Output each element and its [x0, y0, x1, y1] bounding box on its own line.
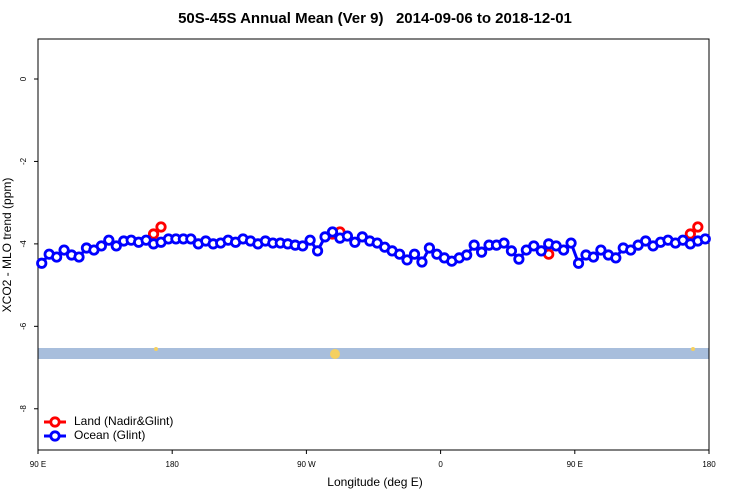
data-point — [640, 235, 652, 247]
y-axis-label: XCO2 - MLO trend (ppm) — [0, 178, 14, 313]
data-point — [304, 234, 316, 246]
data-point — [311, 245, 324, 257]
data-point — [476, 246, 488, 258]
x-tick-label: 90 W — [297, 460, 316, 469]
data-point — [58, 244, 70, 256]
data-point — [393, 248, 406, 260]
data-point — [423, 242, 436, 254]
legend-label: Land (Nadir&Glint) — [74, 414, 173, 428]
data-point — [73, 251, 85, 263]
data-point — [461, 249, 473, 261]
coverage-band — [38, 348, 709, 359]
data-point — [535, 245, 547, 257]
plot-frame — [37, 38, 710, 451]
data-point — [185, 233, 197, 245]
data-point — [595, 244, 607, 256]
data-point — [684, 228, 696, 240]
data-point — [587, 251, 600, 263]
coverage-dot — [154, 347, 158, 351]
data-point — [51, 251, 63, 263]
y-tick-label: -6 — [19, 322, 28, 330]
data-point — [349, 236, 361, 248]
data-point — [692, 221, 704, 233]
data-point — [468, 239, 480, 251]
legend-marker — [49, 416, 61, 428]
data-point — [528, 240, 540, 252]
legend-marker — [49, 430, 61, 442]
x-tick-label: 90 E — [30, 460, 46, 469]
data-point — [341, 230, 354, 242]
coverage-dot — [330, 349, 340, 359]
x-tick-label: 90 E — [567, 460, 583, 469]
y-tick-label: -8 — [19, 405, 28, 413]
x-tick-label: 0 — [438, 460, 443, 469]
data-point — [155, 221, 167, 233]
data-point — [610, 252, 622, 264]
data-point — [408, 248, 421, 260]
data-point — [558, 244, 570, 256]
x-tick-label: 180 — [702, 460, 716, 469]
data-point — [147, 228, 160, 240]
legend-label: Ocean (Glint) — [74, 428, 145, 442]
data-point — [110, 240, 122, 252]
y-tick-label: -2 — [19, 157, 28, 165]
y-tick-label: -4 — [19, 240, 28, 248]
y-tick-label: 0 — [19, 76, 28, 81]
data-point — [505, 245, 518, 257]
coverage-dot — [691, 347, 695, 351]
x-tick-label: 180 — [166, 460, 180, 469]
x-axis-label: Longitude (deg E) — [327, 475, 422, 489]
data-point — [625, 244, 637, 256]
data-point — [297, 240, 309, 252]
data-point — [416, 256, 428, 268]
data-point — [36, 257, 48, 269]
data-point — [699, 233, 711, 245]
data-point — [498, 237, 510, 249]
data-point — [103, 234, 115, 246]
data-point — [513, 253, 525, 265]
data-point — [319, 231, 331, 243]
data-point — [572, 257, 585, 269]
data-point — [326, 226, 339, 238]
chart-title: 50S-45S Annual Mean (Ver 9) 2014-09-06 t… — [178, 10, 572, 27]
data-point — [565, 237, 577, 249]
data-point — [95, 240, 107, 252]
data-point — [401, 254, 413, 266]
